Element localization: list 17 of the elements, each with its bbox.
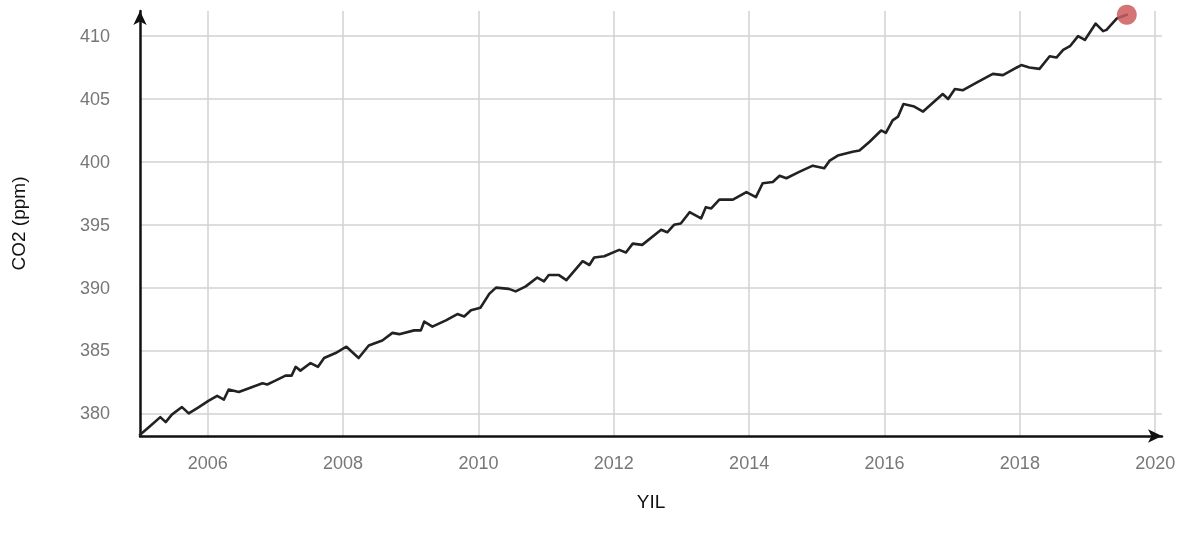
y-tick-label: 395 — [79, 214, 110, 235]
x-tick-label: 2010 — [458, 453, 499, 473]
y-tick-label: 405 — [79, 89, 110, 110]
x-tick-label: 2006 — [187, 453, 228, 473]
y-axis-title: CO2 (ppm) — [8, 176, 29, 271]
x-tick-label: 2016 — [864, 453, 905, 473]
y-tick-label: 400 — [79, 151, 110, 172]
x-tick-label: 2014 — [729, 453, 770, 473]
x-tick-label: 2012 — [593, 453, 634, 473]
y-tick-label: 410 — [79, 26, 110, 47]
x-tick-label: 2008 — [323, 453, 364, 473]
y-tick-label: 380 — [79, 403, 110, 424]
x-tick-label: 2020 — [1135, 453, 1176, 473]
y-tick-label: 385 — [79, 340, 110, 361]
y-tick-label: 390 — [79, 277, 110, 298]
x-axis-title: YIL — [636, 491, 666, 512]
x-tick-label: 2018 — [999, 453, 1040, 473]
